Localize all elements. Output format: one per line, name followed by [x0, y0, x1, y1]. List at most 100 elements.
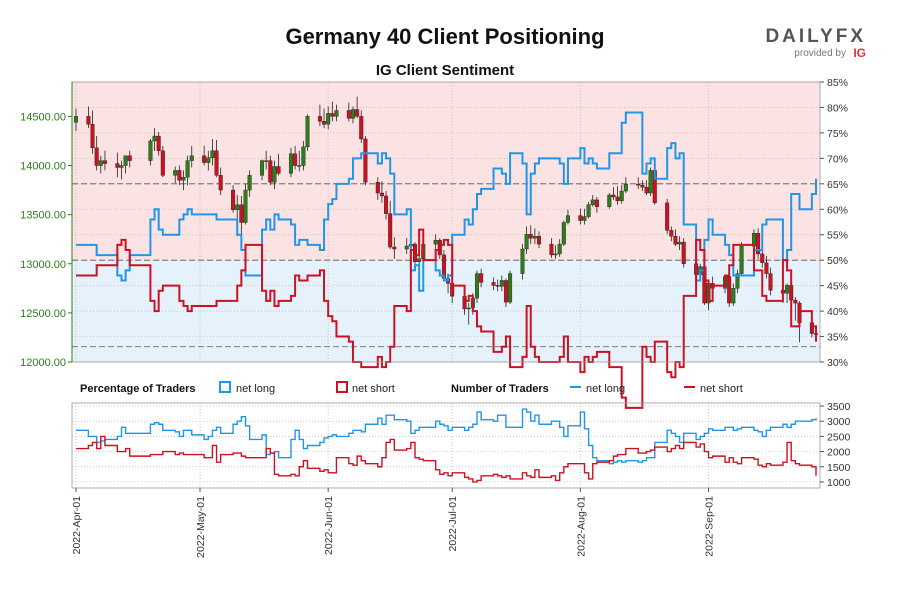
candle-body — [644, 186, 649, 194]
candle-body — [594, 199, 599, 207]
pct-tick-label: 80% — [827, 102, 848, 114]
count-axis: 1000 1500 2000 2500 3000 3500 — [820, 401, 851, 489]
date-tick-label: 2022-Sep-01 — [704, 496, 716, 557]
candle-body — [537, 236, 542, 245]
pct-tick-label: 40% — [827, 306, 848, 318]
candle-body — [404, 245, 409, 250]
candle-body — [123, 155, 128, 166]
candle-body — [326, 113, 331, 125]
candle-body — [677, 241, 682, 245]
pct-tick-label: 75% — [827, 128, 848, 140]
candle-body — [673, 236, 678, 245]
date-tick-label: 2022-Apr-01 — [71, 496, 83, 555]
candle-body — [764, 262, 769, 274]
candle-body — [375, 182, 380, 194]
count-tick-label: 1000 — [827, 477, 851, 489]
candle-body — [181, 177, 186, 181]
date-tick-label: 2022-Aug-01 — [575, 496, 587, 557]
candle-body — [94, 147, 99, 166]
candle-body — [549, 243, 554, 256]
candle-body — [73, 116, 78, 123]
candle-body — [479, 273, 484, 283]
count-net-long-line — [76, 408, 817, 465]
candle-body — [247, 175, 252, 191]
price-tick-label: 12500.00 — [20, 308, 66, 320]
price-tick-label: 13500.00 — [20, 210, 66, 222]
candle-body — [475, 273, 480, 299]
candle-body — [495, 285, 500, 287]
legend-short-box — [336, 381, 348, 393]
candle-body — [177, 170, 182, 181]
candle-body — [301, 146, 306, 166]
candle-body — [520, 248, 525, 274]
candle-body — [586, 204, 591, 217]
count-tick-label: 1500 — [827, 462, 851, 474]
candle-body — [214, 150, 219, 176]
price-sentiment-panel: 12000.00 12500.00 13000.00 13500.00 14000.00… — [20, 77, 848, 409]
legend-pct-short: net short — [352, 383, 395, 395]
candle-body — [557, 243, 562, 255]
candle-body — [433, 239, 438, 245]
bottom-panel-frame — [71, 402, 821, 489]
candle-body — [355, 109, 360, 117]
logo-brand: IG — [853, 46, 866, 60]
pct-tick-label: 55% — [827, 230, 848, 242]
date-tick-label: 2022-Jun-01 — [323, 496, 335, 555]
candle-body — [466, 307, 471, 310]
candle-body — [160, 150, 165, 176]
candle-body — [681, 241, 686, 264]
candle-body — [293, 153, 298, 166]
candle-body — [768, 273, 773, 291]
candle-body — [98, 160, 103, 166]
candle-body — [532, 236, 537, 239]
candle-body — [636, 183, 641, 186]
candle-body — [260, 160, 265, 176]
candle-body — [276, 166, 281, 174]
chart-subtitle: IG Client Sentiment — [375, 62, 515, 79]
candle-body — [86, 116, 91, 125]
candle-body — [152, 135, 157, 142]
candle-body — [590, 199, 595, 206]
candle-body — [322, 121, 327, 125]
logo-tagline: provided by — [794, 48, 846, 59]
candle-body — [669, 230, 674, 237]
candle-body — [210, 150, 215, 158]
candle-body — [731, 288, 736, 304]
candle-body — [793, 299, 798, 304]
price-tick-label: 14500.00 — [20, 111, 66, 123]
pct-tick-label: 85% — [827, 77, 848, 89]
candle-body — [578, 215, 583, 221]
candle-body — [334, 110, 339, 117]
candle-body — [739, 245, 744, 274]
candle-body — [119, 165, 124, 168]
candle-body — [185, 160, 190, 178]
candle-body — [363, 138, 368, 183]
pct-tick-label: 35% — [827, 332, 848, 344]
candle-body — [508, 273, 513, 303]
candle-body — [235, 204, 240, 210]
legend-num-long: net long — [586, 383, 625, 395]
candle-body — [760, 253, 765, 263]
candle-body — [735, 273, 740, 289]
count-tick-label: 2500 — [827, 431, 851, 443]
candle-body — [499, 280, 504, 287]
candle-body — [379, 192, 384, 197]
candle-body — [90, 124, 95, 149]
price-tick-label: 12000.00 — [20, 357, 66, 369]
candle-body — [565, 215, 570, 223]
candle-body — [503, 280, 508, 303]
candle-body — [156, 135, 161, 151]
candle-body — [582, 216, 587, 221]
pct-net-short-line — [76, 228, 817, 409]
legend-pct-title: Percentage of Traders — [80, 383, 196, 395]
candle-body — [392, 246, 397, 250]
legend-num-title: Number of Traders — [451, 383, 549, 395]
trader-count-panel: 1000 1500 2000 2500 3000 3500 — [71, 401, 851, 489]
candle-body — [272, 166, 277, 183]
candle-body — [619, 190, 624, 202]
date-axis: 2022-Apr-01 2022-May-01 2022-Jun-01 2022-Ju… — [71, 488, 716, 558]
candle-body — [756, 233, 761, 255]
candle-body — [561, 222, 566, 245]
candle-body — [359, 116, 364, 140]
candle-body — [127, 155, 132, 161]
